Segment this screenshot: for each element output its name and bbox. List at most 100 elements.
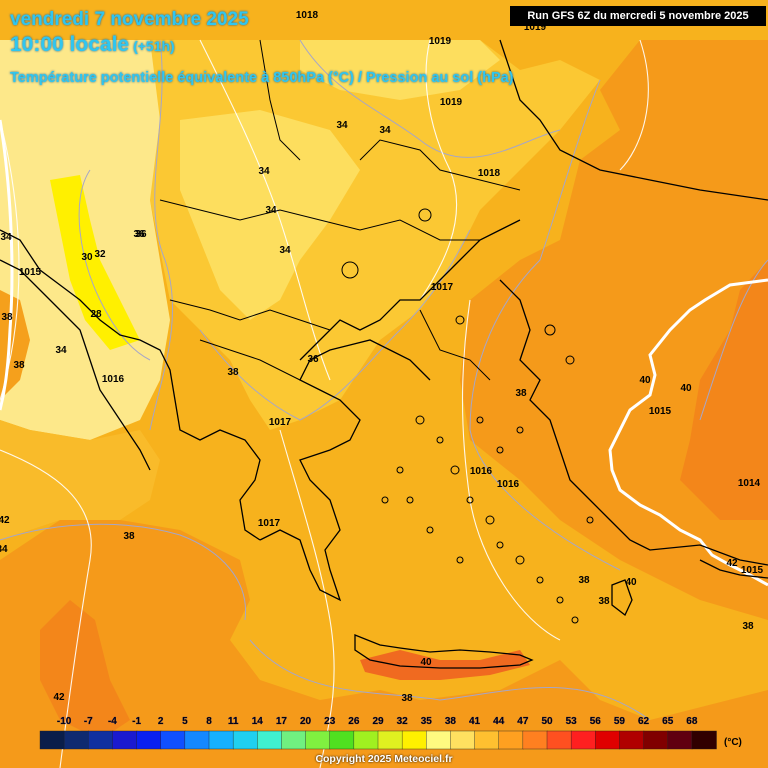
- legend-swatch: [257, 730, 283, 750]
- legend-swatch: [353, 730, 379, 750]
- isotherm-label: 38: [227, 367, 239, 378]
- coastlines: [0, 39, 768, 669]
- legend-tick-label: 8: [206, 716, 212, 727]
- legend-swatch: [208, 730, 234, 750]
- legend-tick-label: 20: [300, 716, 312, 727]
- legend-tick-label: -1: [132, 716, 141, 727]
- isotherm-label: 38: [578, 575, 590, 586]
- isotherm-label: 38: [598, 596, 610, 607]
- isobar-lines: [0, 39, 649, 768]
- isobar-labels: 1018 1019 1019 1019 1018 1017 1015 1016 1017 1017…: [19, 10, 764, 576]
- forecast-offset: (+51h): [133, 38, 175, 54]
- isobar-label: 1016: [497, 479, 520, 490]
- isobar-label: 1018: [296, 10, 319, 21]
- isotherm-label: 30: [81, 252, 93, 263]
- legend-swatch: [401, 730, 427, 750]
- isotherm-label: 36: [135, 229, 147, 240]
- legend-swatch: [377, 730, 403, 750]
- legend-tick-label: 11: [228, 716, 239, 727]
- isotherm-label: 34: [265, 205, 277, 216]
- legend-swatch: [136, 730, 162, 750]
- legend-tick-label: 59: [614, 716, 626, 727]
- legend-swatch: [112, 730, 138, 750]
- isobar-label: 1017: [431, 282, 454, 293]
- legend-swatch: [160, 730, 186, 750]
- legend-swatch: [474, 730, 500, 750]
- temp-zone-west-orange: [0, 420, 160, 540]
- legend-tick-label: 35: [421, 716, 433, 727]
- isotherm-label: 40: [420, 657, 432, 668]
- isotherm-label: 32: [94, 249, 106, 260]
- legend-swatch: [595, 730, 621, 750]
- legend-swatch: [184, 730, 210, 750]
- isotherm-label: 38: [1, 312, 13, 323]
- isobar-west-bold: [0, 119, 14, 411]
- isotherm-label: 42: [0, 515, 10, 526]
- isobar-label: 1016: [470, 466, 493, 477]
- borders: [159, 39, 521, 381]
- legend-tick-label: 2: [158, 716, 164, 727]
- legend-tick-label: 65: [662, 716, 674, 727]
- isotherm-label: 34: [0, 232, 12, 243]
- copyright-text: Copyright 2025 Meteociel.fr: [315, 753, 453, 765]
- isobar-label: 1019: [429, 36, 452, 47]
- legend-swatch: [691, 730, 717, 750]
- legend-tick-label: 50: [541, 716, 553, 727]
- legend-tick-label: 38: [445, 716, 457, 727]
- isotherm-label: 42: [726, 558, 738, 569]
- isobar-1015-bold: [608, 278, 768, 587]
- legend-tick-label: 56: [590, 716, 602, 727]
- isotherm-label: 38: [742, 621, 754, 632]
- legend-tick-label: 53: [566, 716, 578, 727]
- isotherm-label: 42: [53, 692, 65, 703]
- field-title: Température potentielle équivalente à 85…: [10, 70, 514, 86]
- isotherm-label: 36: [307, 354, 319, 365]
- isobar-label: 1019: [524, 22, 547, 33]
- legend-swatch: [570, 730, 596, 750]
- legend-tick-label: 5: [182, 716, 188, 727]
- legend-swatch: [426, 730, 452, 750]
- isotherm-label: 36: [133, 229, 145, 240]
- legend-tick-label: 26: [348, 716, 360, 727]
- isotherm-lines: [0, 39, 768, 721]
- forecast-date: vendredi 7 novembre 2025: [10, 9, 249, 30]
- isobar-label: 1018: [478, 168, 501, 179]
- islands: [341, 208, 594, 624]
- forecast-time: 10:00 locale (+51h): [10, 33, 175, 57]
- isotherm-label: 40: [680, 383, 692, 394]
- legend-swatch: [63, 730, 89, 750]
- legend-tick-label: 17: [276, 716, 288, 727]
- legend-swatch: [39, 730, 65, 750]
- isobar-label: 1017: [258, 518, 281, 529]
- isotherm-label: 28: [90, 309, 102, 320]
- temp-zone-orange-south: [0, 520, 768, 768]
- legend-color-bar: [39, 730, 717, 750]
- isotherm-label: 34: [258, 166, 270, 177]
- legend-swatch: [281, 730, 307, 750]
- legend-swatch: [232, 730, 258, 750]
- legend-swatch: [643, 730, 669, 750]
- isotherm-label: 38: [13, 360, 25, 371]
- temp-zone-red-crete: [360, 650, 530, 680]
- isotherm-label: 34: [0, 544, 8, 555]
- isotherm-label: 34: [55, 345, 67, 356]
- legend-swatch: [667, 730, 693, 750]
- legend-tick-labels: -10 -7 -4 -1 2 5 8 11 14 17 20 23 26 29 32 35 38 41 44 47 50…: [57, 716, 698, 727]
- legend-swatch: [522, 730, 548, 750]
- legend-tick-label: 44: [493, 716, 505, 727]
- legend-tick-label: 41: [469, 716, 481, 727]
- legend-tick-label: 32: [397, 716, 409, 727]
- legend-swatch: [619, 730, 645, 750]
- legend-tick-label: -10: [57, 716, 72, 727]
- isobar-label: 1015: [19, 267, 42, 278]
- isobar-label: 1016: [102, 374, 125, 385]
- isobar-label: 1017: [269, 417, 292, 428]
- legend-swatch: [88, 730, 114, 750]
- temp-zone-deep-orange-sw: [40, 600, 130, 740]
- isobar-label: 1015: [649, 406, 672, 417]
- isotherm-label: 40: [639, 375, 651, 386]
- temp-zone-deep-orange: [680, 260, 768, 520]
- legend-tick-label: 47: [517, 716, 529, 727]
- legend-tick-label: 62: [638, 716, 650, 727]
- legend-swatch: [546, 730, 572, 750]
